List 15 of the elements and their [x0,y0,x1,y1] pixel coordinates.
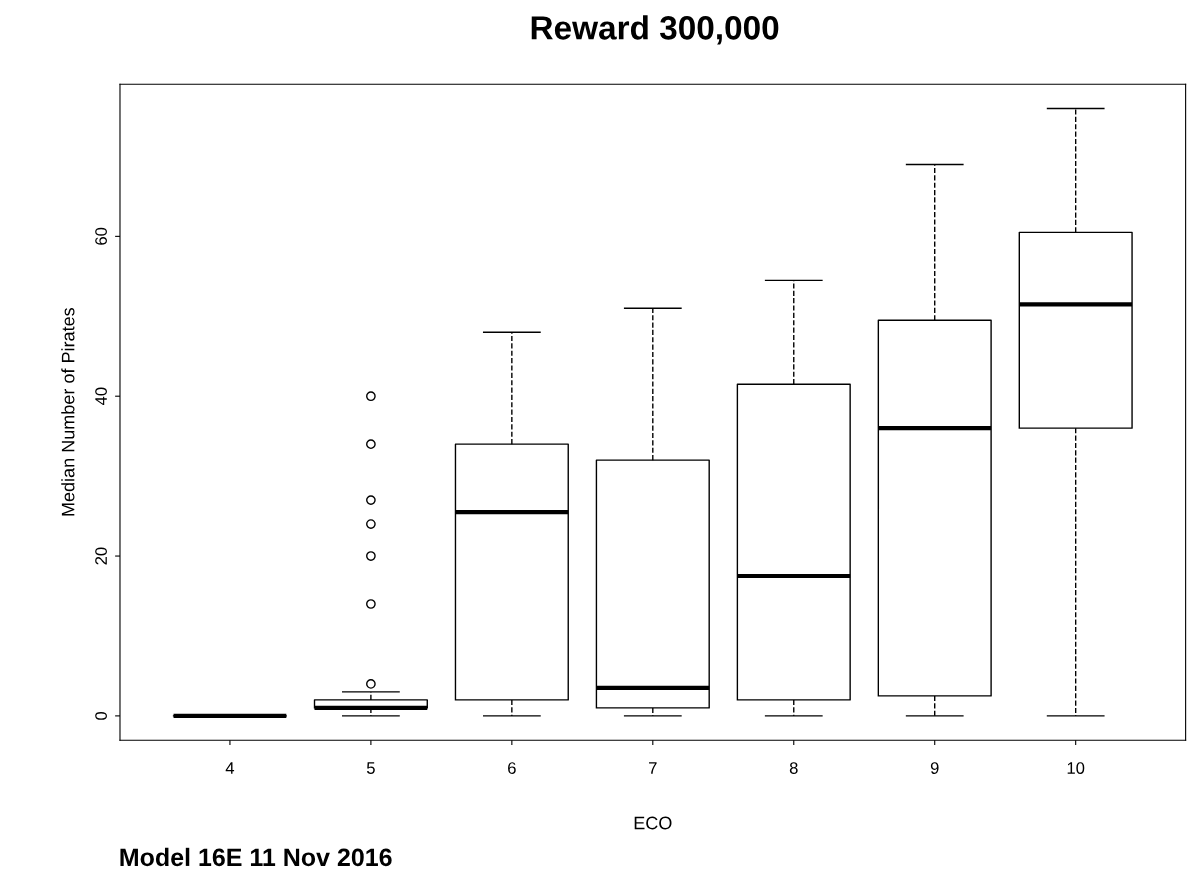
x-tick-label: 4 [225,762,235,774]
y-tick-label: 40 [95,387,107,406]
x-tick-label: 8 [789,762,798,774]
x-tick-label: 6 [508,762,516,774]
text: Model 16E 11 Nov 2016 [120,847,392,867]
y-tick-label: 20 [95,547,107,565]
x-tick-label: 9 [930,762,939,774]
x-tick-label: 7 [649,762,657,774]
y-axis-title: Median Number of Pirates [61,307,75,516]
y-tick-label: 60 [95,227,107,245]
chart-title: Reward 300,000 [531,15,779,45]
x-tick-label: 10 [1067,762,1085,774]
x-axis-title: ECO [634,816,672,830]
x-tick-label: 5 [366,762,375,774]
y-tick-label: 0 [95,711,107,720]
